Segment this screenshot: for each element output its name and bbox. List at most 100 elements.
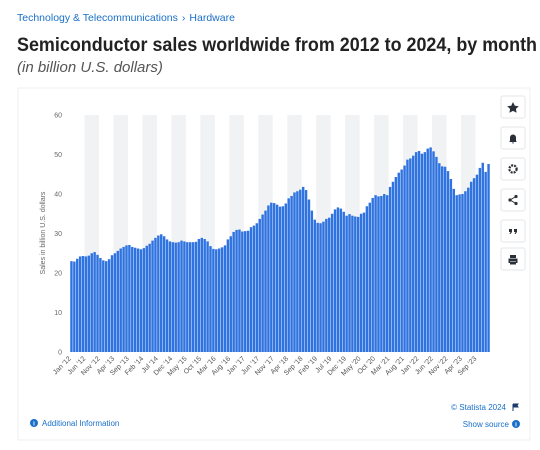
bar	[287, 198, 290, 352]
y-tick-label: 10	[54, 310, 62, 317]
bar	[301, 186, 305, 352]
bar	[70, 261, 73, 352]
bar	[148, 243, 151, 352]
bar	[359, 213, 363, 352]
bar	[487, 163, 490, 352]
bar	[107, 259, 111, 352]
additional-information[interactable]: Additional Information	[42, 419, 119, 428]
bar	[171, 242, 175, 352]
breadcrumb-link[interactable]: Technology & Telecommunications	[17, 12, 178, 24]
bar	[151, 240, 154, 352]
bar	[432, 151, 435, 352]
show-source[interactable]: Show source	[463, 420, 510, 429]
bar	[90, 253, 93, 352]
breadcrumb-link[interactable]: Hardware	[189, 12, 235, 24]
y-tick-label: 40	[54, 192, 62, 199]
bar	[356, 216, 360, 352]
bar	[385, 195, 389, 352]
source-icon[interactable]	[512, 420, 520, 428]
bar	[177, 242, 180, 352]
bar	[162, 236, 166, 352]
bar	[325, 218, 328, 352]
copyright[interactable]: © Statista 2024	[451, 403, 506, 412]
flag-icon[interactable]	[512, 403, 519, 411]
bar	[119, 248, 122, 352]
bar	[345, 215, 348, 352]
bar	[113, 253, 117, 352]
bar	[194, 241, 198, 352]
bar	[435, 156, 438, 352]
bar	[469, 181, 473, 352]
favorite-button[interactable]	[500, 95, 526, 119]
bar	[215, 249, 218, 352]
cite-button[interactable]	[500, 219, 526, 243]
bar	[472, 178, 476, 352]
bar	[478, 167, 482, 352]
info-icon-glyph: i	[33, 422, 35, 428]
bar	[154, 237, 157, 352]
bar	[246, 230, 250, 352]
bar	[443, 166, 447, 352]
bar	[131, 246, 134, 352]
bar	[304, 190, 308, 352]
print-button[interactable]	[500, 247, 526, 271]
bar	[104, 261, 108, 352]
bar	[145, 245, 148, 352]
bar	[383, 194, 386, 352]
bar	[330, 213, 334, 352]
bar	[365, 206, 369, 352]
bar	[455, 195, 458, 352]
bar	[235, 229, 238, 352]
bar	[165, 239, 169, 352]
bar	[200, 237, 204, 352]
bar	[409, 158, 412, 352]
bar	[125, 245, 128, 352]
bar	[191, 242, 195, 352]
bar	[241, 231, 244, 352]
bar	[264, 210, 267, 352]
bar	[217, 248, 221, 352]
bar	[209, 246, 212, 352]
y-tick-label: 30	[54, 231, 62, 238]
toolbar	[500, 95, 526, 271]
bar	[374, 195, 377, 352]
bar	[296, 191, 299, 352]
bar	[484, 171, 487, 352]
share-button[interactable]	[500, 188, 526, 212]
bar	[238, 229, 241, 352]
bar	[96, 254, 99, 352]
bar	[270, 202, 273, 352]
bar	[229, 236, 232, 352]
bar	[249, 227, 253, 352]
bar	[333, 209, 337, 352]
bar	[174, 242, 177, 352]
bar	[84, 256, 88, 352]
bar	[458, 194, 461, 352]
bar	[258, 218, 261, 352]
y-axis-label: Sales in billion U.S. dollars	[40, 191, 47, 274]
bar	[142, 248, 146, 352]
alert-button[interactable]	[500, 126, 526, 150]
chart-title: Semiconductor sales worldwide from 2012 …	[17, 35, 537, 56]
bar	[467, 187, 470, 352]
settings-button[interactable]	[500, 157, 526, 181]
bar	[368, 202, 372, 352]
bar	[412, 155, 415, 352]
bar	[203, 239, 206, 352]
bar	[73, 261, 76, 352]
bar	[252, 225, 256, 352]
bar	[81, 256, 85, 352]
breadcrumb: Technology & Telecommunications › Hardwa…	[17, 12, 235, 24]
breadcrumb-separator: ›	[182, 12, 186, 24]
bar	[426, 148, 429, 352]
source-icon-glyph: i	[515, 423, 517, 429]
bar	[78, 256, 82, 352]
bar	[414, 152, 418, 352]
bar	[429, 147, 432, 352]
bar	[223, 245, 227, 352]
bar	[226, 239, 230, 352]
chart-subtitle: (in billion U.S. dollars)	[17, 59, 163, 76]
bar	[336, 207, 340, 352]
bar	[420, 153, 424, 352]
